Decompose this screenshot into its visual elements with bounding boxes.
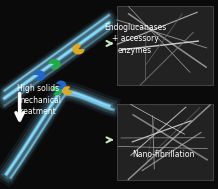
Wedge shape bbox=[56, 81, 66, 90]
Bar bbox=[117, 104, 213, 180]
Text: Nano-fibrillation: Nano-fibrillation bbox=[132, 150, 195, 160]
Wedge shape bbox=[62, 86, 73, 95]
Wedge shape bbox=[72, 44, 85, 54]
Wedge shape bbox=[51, 86, 62, 95]
Text: Endoglucanases
+ accessory
enzymes: Endoglucanases + accessory enzymes bbox=[104, 23, 166, 55]
Wedge shape bbox=[33, 70, 45, 81]
Wedge shape bbox=[48, 59, 61, 70]
Bar bbox=[117, 6, 213, 85]
Text: High solids
mechanical
treatment: High solids mechanical treatment bbox=[17, 84, 61, 116]
